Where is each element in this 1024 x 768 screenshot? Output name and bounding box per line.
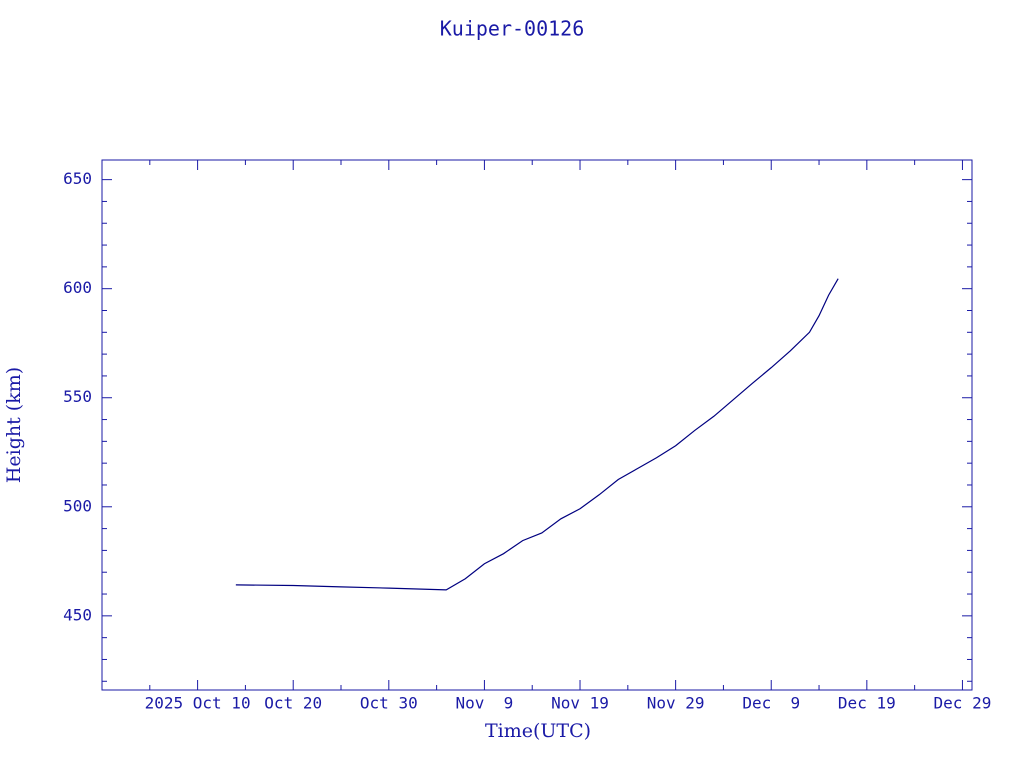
- data-line: [235, 278, 839, 591]
- x-tick-label: Dec 9: [742, 694, 800, 713]
- y-tick-label: 450: [63, 605, 92, 624]
- x-tick-label: Oct 30: [360, 694, 418, 713]
- y-tick-label: 500: [63, 496, 92, 515]
- x-tick-label: Dec 29: [934, 694, 992, 713]
- x-tick-label: Nov 29: [647, 694, 705, 713]
- x-tick-label: Nov 19: [551, 694, 609, 713]
- y-axis-label: Height (km): [3, 367, 25, 483]
- y-tick-label: 550: [63, 387, 92, 406]
- x-axis-label: Time(UTC): [485, 720, 591, 742]
- x-tick-label: Dec 19: [838, 694, 896, 713]
- chart-title: Kuiper-00126: [440, 17, 585, 41]
- x-tick-label: Oct 20: [264, 694, 322, 713]
- plot-frame: [101, 159, 973, 691]
- x-tick-label: 2025 Oct 10: [145, 694, 251, 713]
- x-tick-label: Nov 9: [456, 694, 514, 713]
- y-tick-label: 650: [63, 169, 92, 188]
- y-tick-label: 600: [63, 278, 92, 297]
